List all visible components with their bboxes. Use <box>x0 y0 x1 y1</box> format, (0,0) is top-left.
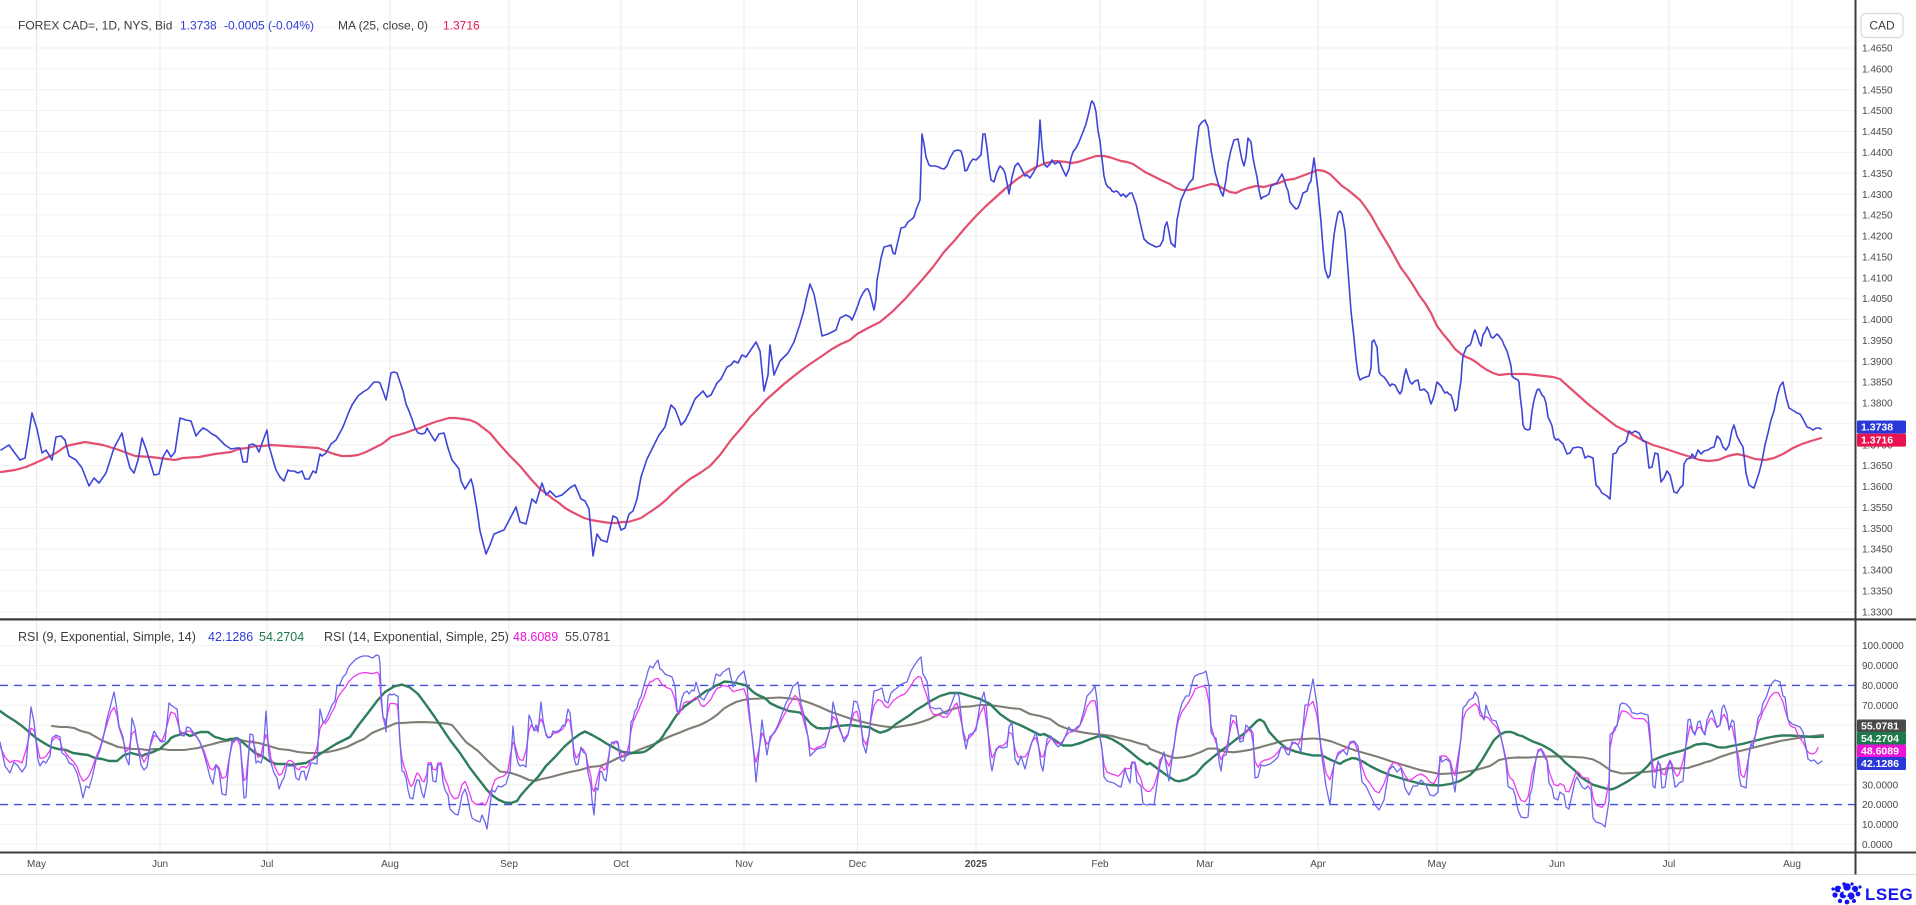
svg-text:CAD: CAD <box>1869 19 1895 33</box>
svg-text:MA (25, close, 0): MA (25, close, 0) <box>338 19 428 33</box>
svg-text:55.0781: 55.0781 <box>565 630 610 644</box>
svg-text:Jul: Jul <box>261 859 274 870</box>
svg-text:1.4200: 1.4200 <box>1862 232 1893 243</box>
svg-text:80.0000: 80.0000 <box>1862 681 1899 692</box>
svg-text:1.3550: 1.3550 <box>1862 503 1893 514</box>
svg-text:1.4150: 1.4150 <box>1862 252 1893 263</box>
svg-text:1.3716: 1.3716 <box>1861 435 1893 447</box>
svg-text:1.4600: 1.4600 <box>1862 65 1893 76</box>
svg-text:Jun: Jun <box>152 859 168 870</box>
svg-text:1.4250: 1.4250 <box>1862 211 1893 222</box>
svg-text:1.4300: 1.4300 <box>1862 190 1893 201</box>
svg-text:Aug: Aug <box>381 859 399 870</box>
svg-text:LSEG: LSEG <box>1865 885 1913 904</box>
svg-text:1.3600: 1.3600 <box>1862 482 1893 493</box>
svg-text:Dec: Dec <box>849 859 867 870</box>
svg-text:Apr: Apr <box>1310 859 1326 870</box>
svg-text:May: May <box>27 859 46 870</box>
svg-text:1.3400: 1.3400 <box>1862 566 1893 577</box>
svg-text:Sep: Sep <box>500 859 518 870</box>
svg-text:Jun: Jun <box>1549 859 1565 870</box>
svg-text:55.0781: 55.0781 <box>1861 721 1899 733</box>
svg-text:1.4400: 1.4400 <box>1862 148 1893 159</box>
svg-text:20.0000: 20.0000 <box>1862 800 1899 811</box>
svg-text:2025: 2025 <box>965 859 988 870</box>
svg-text:100.0000: 100.0000 <box>1862 641 1904 652</box>
svg-text:1.4000: 1.4000 <box>1862 315 1893 326</box>
svg-text:48.6089: 48.6089 <box>513 630 558 644</box>
svg-text:10.0000: 10.0000 <box>1862 820 1899 831</box>
svg-text:RSI (14, Exponential, Simple,: RSI (14, Exponential, Simple, 25) <box>324 630 509 644</box>
svg-text:48.6089: 48.6089 <box>1861 746 1899 758</box>
svg-text:Jul: Jul <box>1663 859 1676 870</box>
svg-text:1.4550: 1.4550 <box>1862 85 1893 96</box>
svg-text:1.3800: 1.3800 <box>1862 399 1893 410</box>
svg-text:1.4050: 1.4050 <box>1862 294 1893 305</box>
svg-text:0.0000: 0.0000 <box>1862 840 1893 851</box>
svg-text:30.0000: 30.0000 <box>1862 780 1899 791</box>
svg-text:1.3450: 1.3450 <box>1862 545 1893 556</box>
svg-text:1.3350: 1.3350 <box>1862 587 1893 598</box>
svg-text:Oct: Oct <box>613 859 629 870</box>
svg-text:1.4350: 1.4350 <box>1862 169 1893 180</box>
svg-text:54.2704: 54.2704 <box>259 630 304 644</box>
svg-text:FOREX CAD=, 1D, NYS, Bid: FOREX CAD=, 1D, NYS, Bid <box>18 19 172 33</box>
svg-text:1.3950: 1.3950 <box>1862 336 1893 347</box>
svg-text:May: May <box>1428 859 1447 870</box>
svg-text:54.2704: 54.2704 <box>1861 733 1899 745</box>
svg-text:1.3900: 1.3900 <box>1862 357 1893 368</box>
svg-text:Aug: Aug <box>1783 859 1801 870</box>
svg-text:1.3738: 1.3738 <box>1861 422 1893 434</box>
svg-text:1.4650: 1.4650 <box>1862 44 1893 55</box>
svg-text:1.3850: 1.3850 <box>1862 378 1893 389</box>
svg-text:42.1286: 42.1286 <box>208 630 253 644</box>
svg-text:1.4500: 1.4500 <box>1862 106 1893 117</box>
svg-text:1.3500: 1.3500 <box>1862 524 1893 535</box>
svg-text:Nov: Nov <box>735 859 753 870</box>
svg-text:1.3650: 1.3650 <box>1862 461 1893 472</box>
svg-text:Mar: Mar <box>1196 859 1214 870</box>
svg-text:1.4450: 1.4450 <box>1862 127 1893 138</box>
svg-text:1.3300: 1.3300 <box>1862 607 1893 618</box>
svg-text:RSI (9, Exponential, Simple, 1: RSI (9, Exponential, Simple, 14) <box>18 630 196 644</box>
svg-text:1.3738: 1.3738 <box>180 19 217 33</box>
svg-text:42.1286: 42.1286 <box>1861 758 1899 770</box>
svg-text:1.4100: 1.4100 <box>1862 273 1893 284</box>
svg-text:-0.0005 (-0.04%): -0.0005 (-0.04%) <box>224 19 314 33</box>
svg-text:90.0000: 90.0000 <box>1862 661 1899 672</box>
svg-text:70.0000: 70.0000 <box>1862 701 1899 712</box>
svg-text:1.3716: 1.3716 <box>443 19 480 33</box>
svg-text:Feb: Feb <box>1091 859 1109 870</box>
